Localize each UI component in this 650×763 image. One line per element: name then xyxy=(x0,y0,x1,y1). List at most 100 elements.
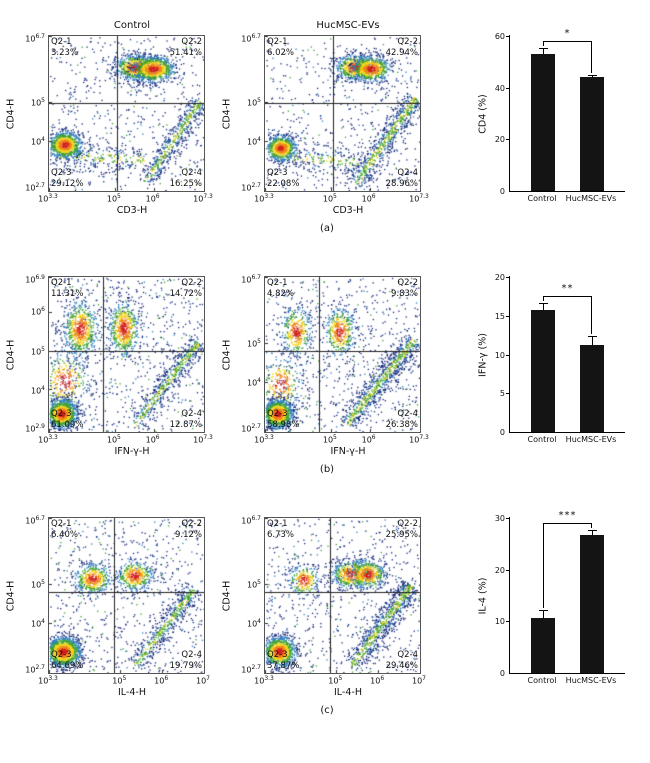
flow-plot-mid: CD4-H 102.7 104 105 106.7 Q2-1 6.40% Q2-2 9.12% Q… xyxy=(4,515,216,675)
error-bar-cap xyxy=(588,530,597,532)
bar-category-control: Control xyxy=(527,676,557,685)
quadrant-name: Q2-4 xyxy=(181,650,202,660)
quadrant-percentage: 4.82% xyxy=(267,288,295,299)
bar-y-tick-label: 5 xyxy=(499,389,505,399)
quadrant-name: Q2-1 xyxy=(51,278,72,288)
bar-y-tick-mark xyxy=(506,87,510,89)
error-bar-cap xyxy=(588,335,597,337)
flow-y-axis-label: CD4-H xyxy=(4,35,17,192)
significance-tick xyxy=(591,523,592,529)
bar-y-tick-label: 20 xyxy=(494,273,505,282)
bar-chart-panel: IFN-γ (%) 0 5 10 15 20 ** Control HucMSC-EVs xyxy=(476,261,625,447)
flow-plot-mid: CD4-H 102.7 104 105 106.7 Q2-1 6.02% Q2-2 42.94%… xyxy=(220,33,432,193)
error-bar-cap xyxy=(539,609,548,611)
quadrant-label-q2-2: Q2-2 51.41% xyxy=(170,37,202,58)
flow-x-tick-label: 106 xyxy=(370,675,385,686)
flow-x-tick-label: 105 xyxy=(106,434,121,445)
bar-category-hucmsc-evs: HucMSC-EVs xyxy=(565,194,617,203)
flow-x-ticks: 103.3 105 106 107.3 xyxy=(254,192,429,205)
error-bar xyxy=(542,302,544,311)
bar-chart-area: IFN-γ (%) 0 5 10 15 20 ** xyxy=(476,273,625,437)
quadrant-label-q2-3: Q2-3 61.09% xyxy=(51,409,83,430)
bar-y-tick-mark xyxy=(506,518,510,519)
figure-row-content-b: CD4-H 102.9 104 105 106 106.9 Q2-1 11.31% Q2-2 14… xyxy=(4,261,650,461)
quadrant-label-q2-2: Q2-2 25.95% xyxy=(386,519,418,540)
quadrant-name: Q2-3 xyxy=(267,168,288,178)
bar-plot-area: *** xyxy=(506,510,625,674)
quadrant-name: Q2-2 xyxy=(181,278,202,288)
quadrant-percentage: 3.23% xyxy=(51,47,79,58)
bar-hucmsc-evs xyxy=(580,345,604,432)
flow-x-tick-label: 103.3 xyxy=(38,193,58,204)
flow-x-tick-label: 105 xyxy=(106,193,121,204)
bar-y-tick-label: 40 xyxy=(494,83,505,93)
flow-x-tick-label: 103.3 xyxy=(38,675,58,686)
flow-x-tick-label: 103.3 xyxy=(254,193,274,204)
quadrant-percentage: 29.46% xyxy=(385,660,418,671)
quadrant-label-q2-2: Q2-2 42.94% xyxy=(386,37,418,58)
quadrant-percentage: 29.12% xyxy=(51,178,84,189)
bar-hucmsc-evs xyxy=(580,77,604,191)
flow-plot-b-hucmsc-evs: CD4-H 102.7 104 105 106.7 Q2-1 4.82% Q2-2 9.83% Q… xyxy=(220,261,432,461)
flow-plot-mid: CD4-H 102.7 104 105 106.7 Q2-1 6.73% Q2-2 25.95%… xyxy=(220,515,432,675)
error-bar xyxy=(542,47,544,55)
quadrant-name: Q2-1 xyxy=(51,519,72,529)
flow-y-axis-label: CD4-H xyxy=(220,35,233,192)
flow-y-tick-label: 106.7 xyxy=(241,515,261,526)
quadrant-label-q2-4: Q2-4 29.46% xyxy=(386,650,418,671)
bar-y-tick-mark xyxy=(506,315,510,317)
flow-y-tick-label: 104 xyxy=(246,135,261,147)
flow-y-ticks: 102.9 104 105 106 106.9 xyxy=(17,274,48,434)
bar-hucmsc-evs xyxy=(580,534,604,673)
quadrant-label-q2-1: Q2-1 6.02% xyxy=(267,37,294,58)
flow-y-ticks: 102.7 104 105 106.7 xyxy=(17,33,48,193)
bar-chart-area: IL-4 (%) 0 10 20 30 *** xyxy=(476,510,625,678)
bar-y-axis-label: IL-4 (%) xyxy=(476,517,489,674)
flow-y-axis-label: CD4-H xyxy=(220,276,233,433)
bar-y-tick-mark xyxy=(506,569,510,571)
flow-x-axis-label: IL-4-H xyxy=(334,687,362,698)
significance-stars: *** xyxy=(558,510,577,522)
error-bar-cap xyxy=(539,47,548,49)
flow-y-axis-label-text: CD4-H xyxy=(221,339,232,370)
quadrant-percentage: 11.31% xyxy=(51,288,84,299)
bar-y-tick-mark xyxy=(506,393,510,395)
quadrant-name: Q2-3 xyxy=(267,650,288,660)
flow-x-tick-label: 107.3 xyxy=(409,193,429,204)
flow-y-tick-label: 102.9 xyxy=(25,423,45,434)
flow-x-axis-label: IFN-γ-H xyxy=(114,446,150,457)
flow-x-axis-label: CD3-H xyxy=(332,205,364,216)
bar-y-axis-label-text: IFN-γ (%) xyxy=(477,332,488,377)
flow-x-tick-label: 107 xyxy=(411,675,426,686)
quadrant-percentage: 26.38% xyxy=(385,419,418,430)
flow-x-axis-label: IFN-γ-H xyxy=(330,446,366,457)
bar-y-tick-mark xyxy=(506,36,510,37)
significance-tick xyxy=(591,295,592,334)
quadrant-label-q2-2: Q2-2 14.72% xyxy=(170,278,202,299)
flow-y-tick-label: 105 xyxy=(30,578,45,590)
flow-y-axis-label-text: CD4-H xyxy=(5,98,16,129)
bar-category-hucmsc-evs: HucMSC-EVs xyxy=(565,435,617,444)
quadrant-label-q2-1: Q2-1 6.40% xyxy=(51,519,78,540)
quadrant-percentage: 42.94% xyxy=(385,47,418,58)
flow-x-tick-label: 106 xyxy=(145,434,160,445)
flow-x-tick-label: 106 xyxy=(154,675,169,686)
error-bar-cap xyxy=(588,75,597,77)
flow-y-axis-label: CD4-H xyxy=(4,517,17,674)
flow-x-tick-label: 105 xyxy=(322,193,337,204)
flow-canvas-wrap: Q2-1 6.40% Q2-2 9.12% Q2-3 64.69% Q2-4 19.79% xyxy=(48,517,205,674)
bar-y-tick-label: 15 xyxy=(494,311,505,321)
quadrant-name: Q2-2 xyxy=(397,278,418,288)
bar-y-tick-label: 10 xyxy=(494,350,505,360)
bar-y-tick-mark xyxy=(506,621,510,623)
flow-x-tick-label: 103.3 xyxy=(254,434,274,445)
quadrant-label-q2-3: Q2-3 58.98% xyxy=(267,409,299,430)
quadrant-label-q2-1: Q2-1 6.73% xyxy=(267,519,294,540)
flow-plot-mid: CD4-H 102.7 104 105 106.7 Q2-1 4.82% Q2-2 9.83% Q… xyxy=(220,274,432,434)
flow-plot-a-hucmsc-evs: HucMSC-EVs CD4-H 102.7 104 105 106.7 Q2-1 6.02%… xyxy=(220,20,432,220)
flow-y-tick-label: 106.7 xyxy=(241,274,261,285)
bar-category-labels: Control HucMSC-EVs xyxy=(509,674,625,688)
significance-tick xyxy=(543,295,544,301)
flow-y-tick-label: 106.9 xyxy=(25,274,45,285)
flow-y-tick-label: 104 xyxy=(30,135,45,147)
